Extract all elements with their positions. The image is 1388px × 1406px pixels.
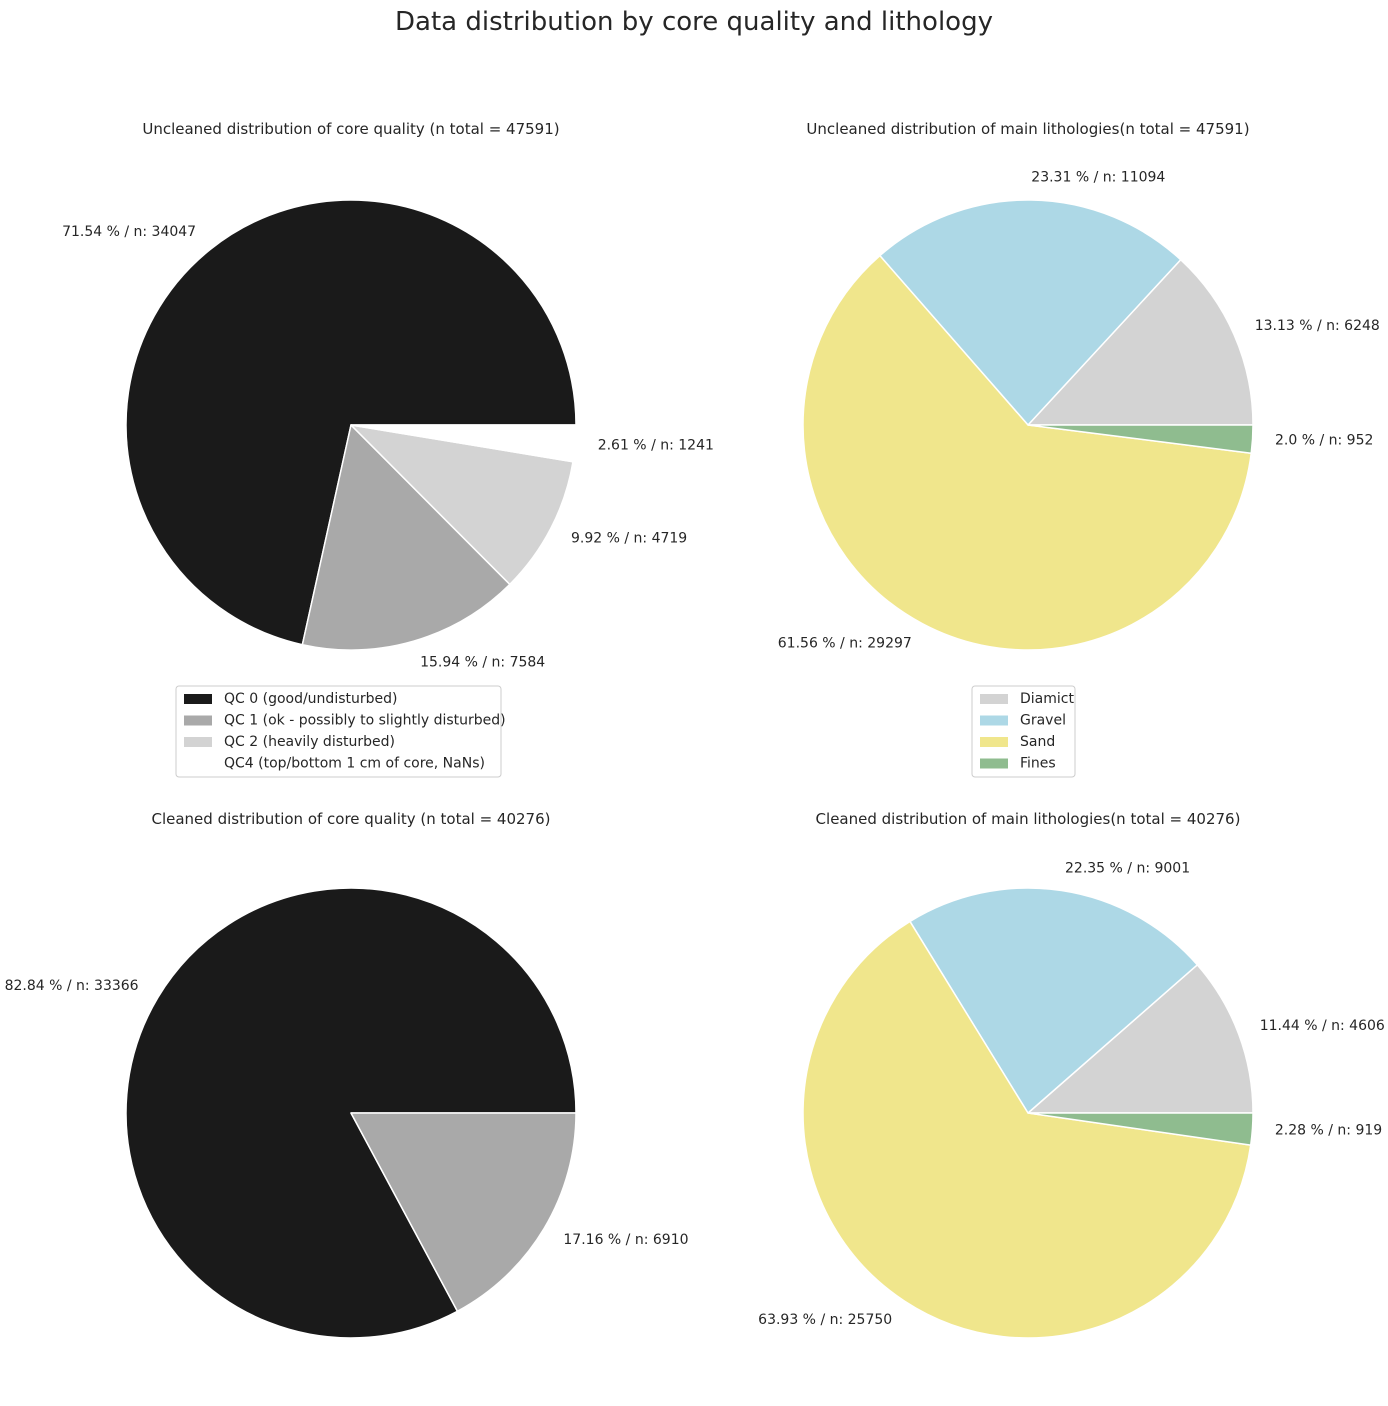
legend-swatch xyxy=(184,758,212,769)
legend-swatch xyxy=(184,737,212,747)
pie-slice-sand xyxy=(802,920,1252,1339)
legend-label: Gravel xyxy=(1020,713,1066,729)
pie-slice-qc-0-good-undisturbed xyxy=(125,199,577,646)
pie-slice-gravel xyxy=(879,199,1182,426)
slice-label: 2.28 % / n: 919 xyxy=(1275,1123,1382,1139)
legend-swatch xyxy=(980,737,1008,747)
pie-chart-title: Cleaned distribution of main lithologies… xyxy=(816,810,1241,828)
slice-label: 82.84 % / n: 33366 xyxy=(5,978,139,994)
slice-label: 2.0 % / n: 952 xyxy=(1275,433,1373,449)
legend-label: QC4 (top/bottom 1 cm of core, NaNs) xyxy=(224,756,485,772)
pie-slice-gravel xyxy=(909,887,1199,1114)
pie-slice-diamict xyxy=(1027,964,1254,1114)
legend-label: Sand xyxy=(1020,734,1055,750)
legend-swatch xyxy=(980,758,1008,769)
legend-label: QC 2 (heavily disturbed) xyxy=(224,734,395,750)
pie-chart-title: Uncleaned distribution of core quality (… xyxy=(142,120,559,138)
legend: QC 0 (good/undisturbed) QC 1 (ok - possib… xyxy=(175,685,506,778)
legend: Diamict Gravel Sand Fines xyxy=(971,685,1076,778)
legend-label: Diamict xyxy=(1020,691,1074,707)
pie-slice-qc-1-ok-possibly-to-slightly-disturbed xyxy=(301,424,511,651)
figure-suptitle: Data distribution by core quality and li… xyxy=(395,7,993,37)
legend-frame xyxy=(175,685,502,778)
pie-chart-3: Cleaned distribution of core quality (n … xyxy=(5,810,689,1339)
pie-slice-fines xyxy=(1027,424,1254,454)
legend-frame xyxy=(971,685,1076,778)
slice-label: 61.56 % / n: 29297 xyxy=(778,636,912,652)
pie-slice-qc4-top-bottom-1-cm-of-core-nans xyxy=(350,424,577,463)
slice-label: 11.44 % / n: 4606 xyxy=(1260,1018,1385,1034)
legend-label: Fines xyxy=(1020,756,1056,772)
slice-label: 9.92 % / n: 4719 xyxy=(571,530,687,546)
slice-label: 13.13 % / n: 6248 xyxy=(1255,318,1380,334)
slice-label: 23.31 % / n: 11094 xyxy=(1031,170,1165,186)
slice-label: 15.94 % / n: 7584 xyxy=(420,655,545,671)
pie-chart-title: Uncleaned distribution of main lithologi… xyxy=(806,120,1249,138)
pie-slice-fines xyxy=(1027,1112,1254,1146)
pie-slice-qc-2-heavily-disturbed xyxy=(350,424,574,586)
pie-slice-diamict xyxy=(1027,258,1254,426)
legend-swatch xyxy=(184,694,212,704)
pie-slice-sand xyxy=(802,254,1252,651)
slice-label: 63.93 % / n: 25750 xyxy=(758,1312,892,1328)
legend-swatch xyxy=(184,715,212,726)
slice-label: 71.54 % / n: 34047 xyxy=(62,224,196,240)
pie-chart-2: Uncleaned distribution of main lithologi… xyxy=(778,120,1380,778)
pie-chart-4: Cleaned distribution of main lithologies… xyxy=(758,810,1385,1339)
slice-label: 2.61 % / n: 1241 xyxy=(598,437,714,453)
legend-label: QC 1 (ok - possibly to slightly disturbe… xyxy=(224,713,506,729)
pie-chart-1: Uncleaned distribution of core quality (… xyxy=(62,120,714,778)
legend-swatch xyxy=(980,715,1008,726)
pie-chart-title: Cleaned distribution of core quality (n … xyxy=(151,810,550,828)
slice-label: 22.35 % / n: 9001 xyxy=(1065,860,1190,876)
legend-swatch xyxy=(980,694,1008,704)
legend-label: QC 0 (good/undisturbed) xyxy=(224,691,397,707)
pie-slice-qc-1 xyxy=(350,1112,577,1312)
slice-label: 17.16 % / n: 6910 xyxy=(563,1232,688,1248)
